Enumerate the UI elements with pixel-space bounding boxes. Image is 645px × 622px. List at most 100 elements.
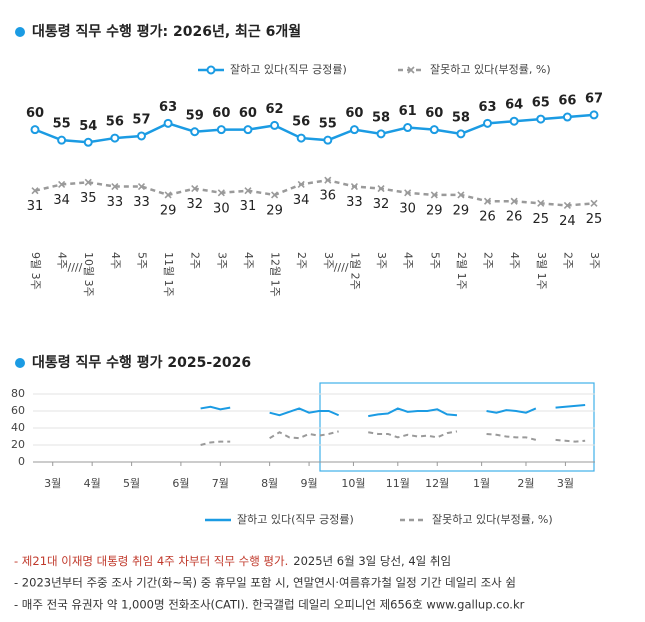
data-point — [111, 182, 119, 191]
data-label: 33 — [346, 195, 363, 210]
x-tick-label: 5주 — [428, 252, 441, 269]
data-label: 62 — [266, 102, 284, 117]
data-label: 34 — [293, 193, 310, 208]
data-label: 56 — [292, 115, 310, 130]
highlight-box — [319, 382, 595, 472]
data-point — [456, 129, 466, 139]
chart-title: 대통령 직무 수행 평가 2025-2026 — [32, 354, 251, 371]
x-tick-label: 1월 — [473, 477, 490, 490]
data-point — [537, 199, 545, 207]
legend-marker — [206, 65, 216, 75]
data-point — [324, 176, 332, 184]
data-label: 32 — [373, 197, 390, 212]
y-tick-label: 0 — [18, 455, 25, 468]
data-label: 60 — [26, 106, 44, 121]
x-tick-label: 8월 — [261, 477, 278, 490]
data-label: 32 — [186, 197, 203, 212]
data-label: 58 — [372, 110, 390, 125]
x-tick-label: 9월 — [301, 477, 318, 490]
y-tick-label: 40 — [11, 421, 25, 434]
x-tick-label: 5주 — [135, 252, 148, 269]
x-tick-label: 3주 — [375, 252, 388, 269]
data-label: 35 — [80, 191, 97, 206]
data-label: 25 — [586, 212, 603, 227]
x-tick-label: 5월 — [123, 477, 140, 490]
legend-label: 잘못하고 있다(부정률, %) — [430, 62, 551, 76]
data-point — [536, 114, 546, 124]
data-label: 63 — [478, 100, 496, 115]
data-point — [217, 189, 225, 197]
data-point — [297, 180, 305, 188]
data-point — [30, 125, 40, 135]
y-tick-label: 60 — [11, 404, 25, 417]
x-tick-label: 4주 — [402, 252, 415, 269]
legend-label: 잘하고 있다(직무 긍정률) — [230, 62, 347, 76]
x-tick-label: 11월 — [386, 477, 410, 490]
data-label: 29 — [266, 203, 283, 218]
x-tick-label: 3월 1주 — [535, 252, 548, 290]
data-label: 60 — [345, 106, 363, 121]
data-point — [404, 189, 412, 197]
data-point — [509, 116, 519, 126]
x-tick-label: 12월 — [425, 477, 449, 490]
x-tick-label: 3주 — [588, 252, 601, 269]
y-tick-label: 20 — [11, 438, 25, 451]
x-tick-label: 12월 1주 — [269, 252, 282, 297]
data-point — [590, 199, 598, 207]
x-tick-label: 4주 — [56, 252, 69, 269]
data-point — [563, 201, 571, 210]
y-tick-label: 80 — [11, 387, 25, 400]
note: - 2023년부터 주중 조사 기간(화~목) 중 휴무일 포함 시, 연말연시… — [14, 576, 516, 590]
data-label: 55 — [53, 117, 71, 132]
x-tick-label: 10월 — [341, 477, 365, 490]
x-tick-label: 2월 — [517, 477, 534, 490]
legend-label: 잘하고 있다(직무 긍정률) — [237, 512, 354, 526]
note: - 제21대 이재명 대통령 취임 4주 차부터 직무 수행 평가. 2025년 … — [14, 554, 451, 568]
x-tick-label: 1월 2주 — [348, 252, 361, 290]
data-point — [483, 197, 492, 205]
data-point — [349, 125, 359, 135]
x-tick-label: 2주 — [295, 252, 308, 269]
data-point — [190, 127, 200, 137]
bullet — [15, 358, 25, 368]
data-label: 30 — [213, 201, 230, 216]
x-tick-label: 2주 — [561, 252, 574, 269]
data-label: 54 — [79, 119, 97, 134]
chart-title: 대통령 직무 수행 평가: 2026년, 최근 6개월 — [32, 23, 301, 40]
data-point — [164, 191, 172, 199]
data-point — [296, 133, 306, 143]
data-label: 58 — [452, 110, 470, 125]
data-label: 60 — [212, 106, 230, 121]
x-tick-label: 6월 — [172, 477, 189, 490]
x-tick-label: 3월 — [557, 477, 574, 490]
data-point — [163, 118, 173, 128]
data-point — [191, 185, 199, 193]
data-point — [429, 125, 439, 135]
data-point — [83, 137, 93, 147]
data-label: 29 — [426, 203, 443, 218]
data-point — [430, 191, 438, 199]
data-label: 29 — [160, 203, 177, 218]
x-tick-label: 4주 — [109, 252, 122, 269]
x-tick-label: 11월 1주 — [162, 252, 175, 297]
data-point — [243, 125, 253, 135]
data-label: 60 — [239, 106, 257, 121]
data-label: 66 — [558, 94, 576, 109]
data-label: 33 — [133, 195, 150, 210]
data-point — [137, 182, 146, 191]
series-line — [34, 113, 595, 144]
data-point — [457, 191, 465, 199]
data-label: 33 — [107, 195, 124, 210]
data-point — [110, 133, 120, 143]
data-label: 60 — [425, 106, 443, 121]
data-point — [31, 187, 39, 195]
data-label: 26 — [506, 210, 523, 225]
bullet — [15, 27, 25, 37]
data-point — [376, 129, 386, 139]
legend-label: 잘못하고 있다(부정률, %) — [432, 512, 553, 526]
data-point — [271, 191, 279, 199]
note-highlight: - 제21대 이재명 대통령 취임 4주 차부터 직무 수행 평가. — [14, 554, 288, 568]
data-label: 26 — [479, 210, 496, 225]
data-label: 59 — [186, 108, 204, 123]
x-tick-label: 2주 — [482, 252, 495, 269]
